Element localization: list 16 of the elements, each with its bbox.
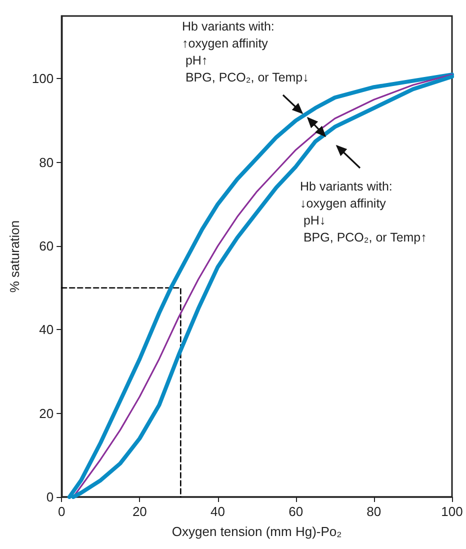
x-tick-label: 100 [441,504,463,519]
y-tick-label: 100 [32,71,54,86]
x-axis-title: Oxygen tension (mm Hg)-Po₂ [172,524,342,539]
y-tick-label: 60 [39,238,54,254]
y-tick-label: 20 [39,406,54,421]
x-tick-label: 60 [288,504,304,519]
x-tick-label: 0 [58,504,66,519]
y-tick-label: 40 [39,322,54,338]
annotation: Hb variants with: ↓oxygen affinity pH↓ BPG, PCO₂, or Temp↑ [300,180,427,244]
annotation: Hb variants with: ↑oxygen affinity pH↑ BPG, PCO₂, or Temp↓ [182,20,309,84]
y-tick-label: 0 [46,490,54,504]
x-tick-label: 20 [132,504,147,519]
x-tick-label: 80 [366,504,382,519]
y-tick-label: 80 [39,154,54,170]
x-tick-label: 40 [210,504,225,519]
y-axis-title: % saturation [7,220,22,293]
